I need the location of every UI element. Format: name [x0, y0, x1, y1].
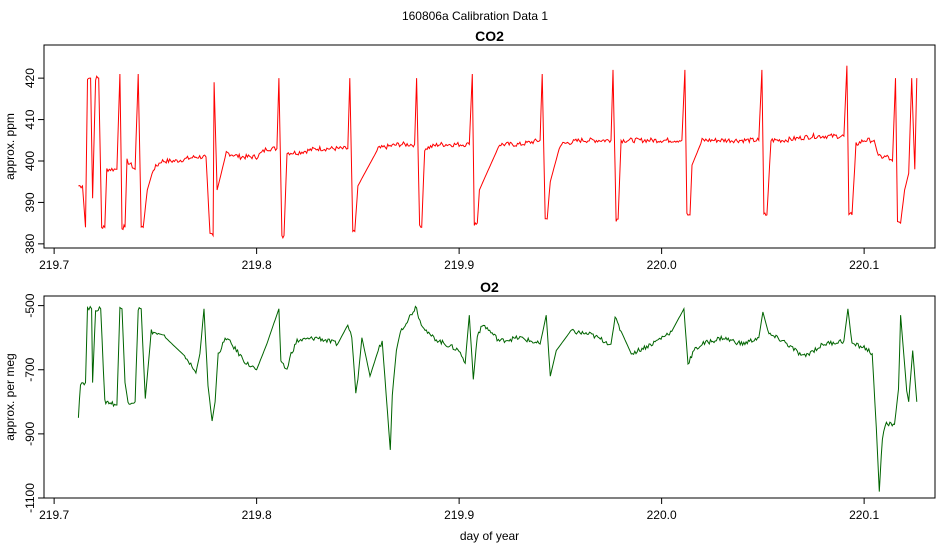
- co2-x-tick-label: 219.9: [444, 258, 474, 272]
- o2-x-tick-label: 220.1: [849, 508, 879, 522]
- o2-plot-frame: [43, 295, 936, 499]
- o2-panel-title: O2: [480, 279, 499, 295]
- o2-y-tick-label: -1100: [23, 483, 37, 513]
- co2-x-tick-label: 220.1: [849, 258, 879, 272]
- o2-x-tick-label: 219.7: [39, 508, 69, 522]
- o2-x-tick-label: 220.0: [647, 508, 677, 522]
- co2-x-tick-label: 219.8: [242, 258, 272, 272]
- co2-y-tick-label: 380: [23, 234, 37, 254]
- figure-title: 160806a Calibration Data 1: [402, 9, 548, 23]
- co2-y-tick-label: 390: [23, 192, 37, 212]
- co2-x-tick-label: 220.0: [647, 258, 677, 272]
- o2-panel: O2 approx. per meg day of year 219.7 219.…: [3, 279, 936, 543]
- o2-y-tick-label: -900: [23, 422, 37, 446]
- o2-y-axis-label: approx. per meg: [3, 353, 17, 440]
- o2-y-ticks: -1100 -900 -700 -500: [23, 293, 44, 513]
- co2-panel: CO2 approx. ppm 219.7 219.8 219.9 220.0 220.…: [3, 28, 936, 272]
- o2-x-ticks: 219.7 219.8 219.9 220.0 220.1: [39, 498, 879, 522]
- co2-panel-title: CO2: [475, 28, 504, 44]
- o2-y-tick-label: -700: [23, 357, 37, 381]
- co2-y-ticks: 380 390 400 410 420: [23, 68, 44, 254]
- co2-y-tick-label: 420: [23, 68, 37, 88]
- o2-x-tick-label: 219.9: [444, 508, 474, 522]
- co2-y-tick-label: 410: [23, 109, 37, 129]
- co2-y-tick-label: 400: [23, 151, 37, 171]
- o2-series-line: [77, 305, 918, 492]
- o2-x-tick-label: 219.8: [242, 508, 272, 522]
- o2-y-tick-label: -500: [23, 293, 37, 317]
- co2-y-axis-label: approx. ppm: [3, 113, 17, 180]
- o2-x-axis-label: day of year: [460, 529, 519, 543]
- co2-x-ticks: 219.7 219.8 219.9 220.0 220.1: [39, 248, 879, 272]
- co2-plot-frame: [43, 44, 936, 249]
- co2-series-line: [78, 65, 918, 239]
- co2-x-tick-label: 219.7: [39, 258, 69, 272]
